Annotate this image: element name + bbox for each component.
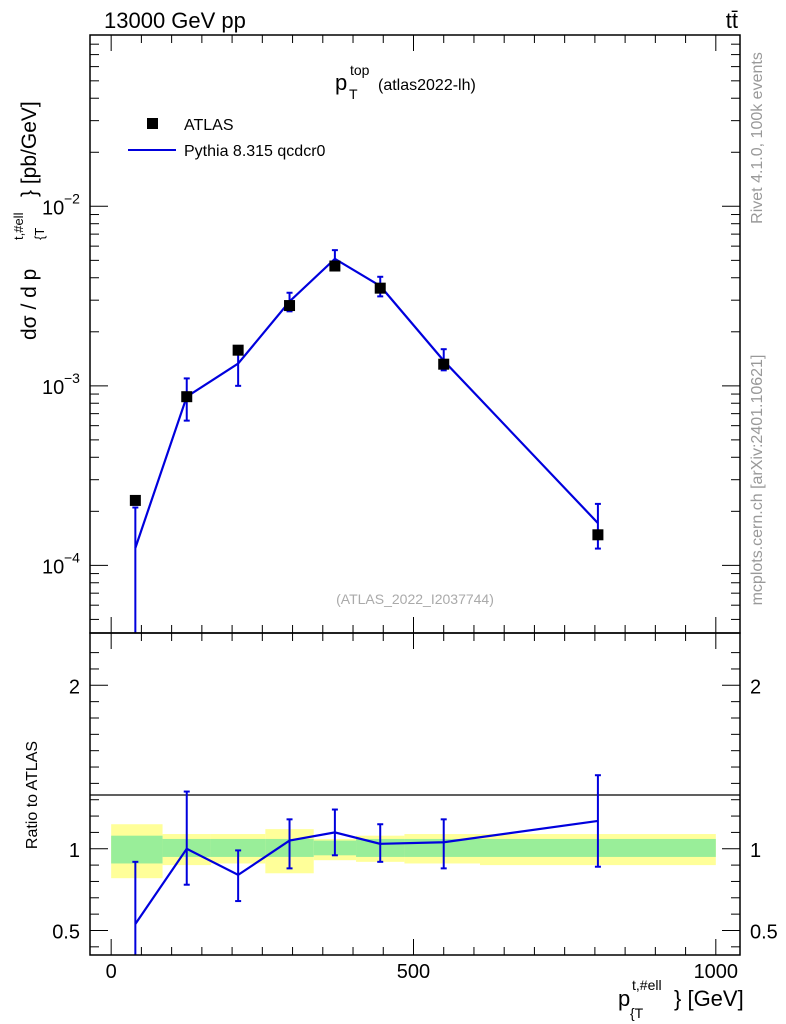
x-axis-label-superscript: t,#ell bbox=[632, 977, 662, 993]
y-axis-label-superscript: t,#ell bbox=[11, 212, 26, 240]
ratio-y-tick-label-right: 2 bbox=[750, 676, 761, 698]
x-tick-labels: 0 500 1000 bbox=[106, 961, 738, 983]
data-point bbox=[438, 358, 450, 370]
data-point bbox=[284, 300, 296, 312]
y-axis-label-suffix: } [pb/GeV] bbox=[18, 101, 41, 197]
main-y-tick-label: 10 −3 bbox=[42, 370, 80, 399]
main-y-tick-label: 10 −2 bbox=[42, 190, 80, 219]
main-series bbox=[129, 249, 604, 633]
data-point bbox=[592, 529, 604, 541]
x-axis-label-subscript: {T bbox=[630, 1005, 644, 1021]
y-tick-exponent: −2 bbox=[64, 190, 80, 206]
ratio-bands bbox=[111, 824, 716, 879]
ratio-y-tick-label-left: 2 bbox=[69, 676, 80, 698]
process-label: tt̄ bbox=[726, 8, 738, 33]
ratio-panel: 0.5 0.5 1 1 2 2 0 500 1000 Ratio to ATLAS p t,#… bbox=[24, 632, 778, 1021]
ratio-inner-band bbox=[111, 835, 163, 864]
y-tick-base: 10 bbox=[42, 556, 64, 578]
legend-atlas-label: ATLAS bbox=[184, 117, 234, 134]
x-axis-label-symbol: p bbox=[618, 986, 630, 1011]
main-y-axis-label: dσ / d p t,#ell {T } [pb/GeV] bbox=[11, 101, 47, 340]
ratio-y-axis-label: Ratio to ATLAS bbox=[24, 741, 41, 849]
ratio-line bbox=[134, 819, 599, 925]
main-y-tick-labels: 10−410−310−2 bbox=[42, 190, 80, 578]
energy-label: 13000 GeV pp bbox=[104, 8, 246, 33]
y-axis-label-prefix: dσ / d p bbox=[18, 269, 41, 340]
main-plot-title: p top T (atlas2022-lh) bbox=[335, 62, 476, 102]
ratio-y-tick-labels: 0.5 0.5 1 1 2 2 bbox=[52, 676, 778, 943]
ratio-inner-band bbox=[210, 838, 266, 857]
y-tick-base: 10 bbox=[42, 197, 64, 219]
title-subscript: T bbox=[349, 86, 358, 102]
title-suffix: (atlas2022-lh) bbox=[378, 77, 476, 94]
y-tick-exponent: −4 bbox=[64, 549, 80, 565]
mc-line bbox=[134, 257, 599, 549]
legend: ATLAS Pythia 8.315 qcdcr0 bbox=[128, 117, 326, 160]
main-plot-watermark: (ATLAS_2022_I2037744) bbox=[336, 591, 494, 607]
legend-atlas-marker bbox=[147, 118, 158, 129]
data-point bbox=[232, 344, 244, 356]
ratio-frame bbox=[89, 632, 741, 956]
ratio-y-tick-label-left: 0.5 bbox=[52, 921, 80, 943]
ratio-y-tick-label-right: 1 bbox=[750, 840, 761, 862]
x-tick-label: 1000 bbox=[694, 961, 739, 983]
ratio-axis-ticks bbox=[90, 633, 740, 955]
data-point bbox=[329, 260, 341, 272]
main-panel: (ATLAS_2022_I2037744) p top T (atlas2022… bbox=[11, 34, 741, 634]
main-y-tick-label: 10 −4 bbox=[42, 549, 80, 578]
y-tick-exponent: −3 bbox=[64, 370, 80, 386]
ratio-y-tick-label-right: 0.5 bbox=[750, 921, 778, 943]
x-axis-label-suffix: } [GeV] bbox=[674, 986, 744, 1011]
title-superscript: top bbox=[350, 62, 370, 78]
data-point bbox=[181, 391, 193, 403]
title-symbol: p bbox=[335, 70, 347, 95]
mcplots-reference-label: mcplots.cern.ch [arXiv:2401.10621] bbox=[749, 355, 766, 606]
main-axis-ticks bbox=[90, 34, 740, 633]
rivet-version-label: Rivet 4.1.0, 100k events bbox=[749, 52, 766, 224]
ratio-series bbox=[132, 774, 601, 955]
data-point bbox=[129, 494, 141, 506]
ratio-y-tick-label-left: 1 bbox=[69, 840, 80, 862]
y-tick-base: 10 bbox=[42, 377, 64, 399]
y-axis-label-subscript: {T bbox=[32, 228, 47, 240]
x-tick-label: 500 bbox=[397, 961, 430, 983]
data-point bbox=[374, 282, 386, 294]
legend-pythia-label: Pythia 8.315 qcdcr0 bbox=[184, 143, 326, 160]
x-tick-label: 0 bbox=[106, 961, 117, 983]
x-axis-label: p t,#ell {T } [GeV] bbox=[618, 977, 744, 1021]
